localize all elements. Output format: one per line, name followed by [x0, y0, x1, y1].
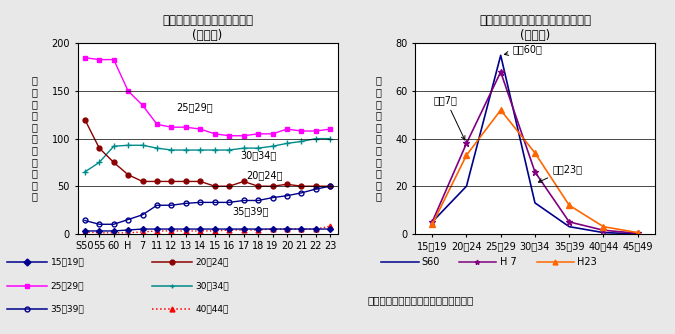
- Text: 35～39歳: 35～39歳: [232, 206, 269, 216]
- Text: 25～29歳: 25～29歳: [51, 281, 84, 290]
- Text: H23: H23: [577, 257, 597, 267]
- Text: 15～19歳: 15～19歳: [51, 258, 84, 267]
- Y-axis label: 年
齢
階
級
別
女
子
人
口
千
対: 年 齢 階 級 別 女 子 人 口 千 対: [32, 75, 38, 202]
- Title: 母の年齢階級別第１子出生率の推移
(熊本県): 母の年齢階級別第１子出生率の推移 (熊本県): [479, 14, 591, 42]
- Text: 平成23年: 平成23年: [539, 164, 582, 182]
- Text: 昭和60年: 昭和60年: [504, 44, 543, 55]
- Title: 母の年齢階級別出生率の推移
(熊本県): 母の年齢階級別出生率の推移 (熊本県): [162, 14, 253, 42]
- Text: 30～34歳: 30～34歳: [196, 281, 230, 290]
- Text: 35～39歳: 35～39歳: [51, 305, 84, 313]
- Text: 30～34歳: 30～34歳: [241, 151, 277, 161]
- Text: 20～24歳: 20～24歳: [196, 258, 229, 267]
- Text: H 7: H 7: [500, 257, 516, 267]
- Text: 40～44歳: 40～44歳: [196, 305, 229, 313]
- Text: 25～29歳: 25～29歳: [176, 102, 213, 112]
- Text: S60: S60: [422, 257, 440, 267]
- Text: 20～24歳: 20～24歳: [246, 171, 283, 181]
- Text: 資料）　厚生労働省「人口動態統計」: 資料） 厚生労働省「人口動態統計」: [368, 296, 474, 306]
- Y-axis label: 年
齢
階
級
別
女
子
人
口
千
対: 年 齢 階 級 別 女 子 人 口 千 対: [375, 75, 381, 202]
- Text: 平成7年: 平成7年: [434, 95, 465, 140]
